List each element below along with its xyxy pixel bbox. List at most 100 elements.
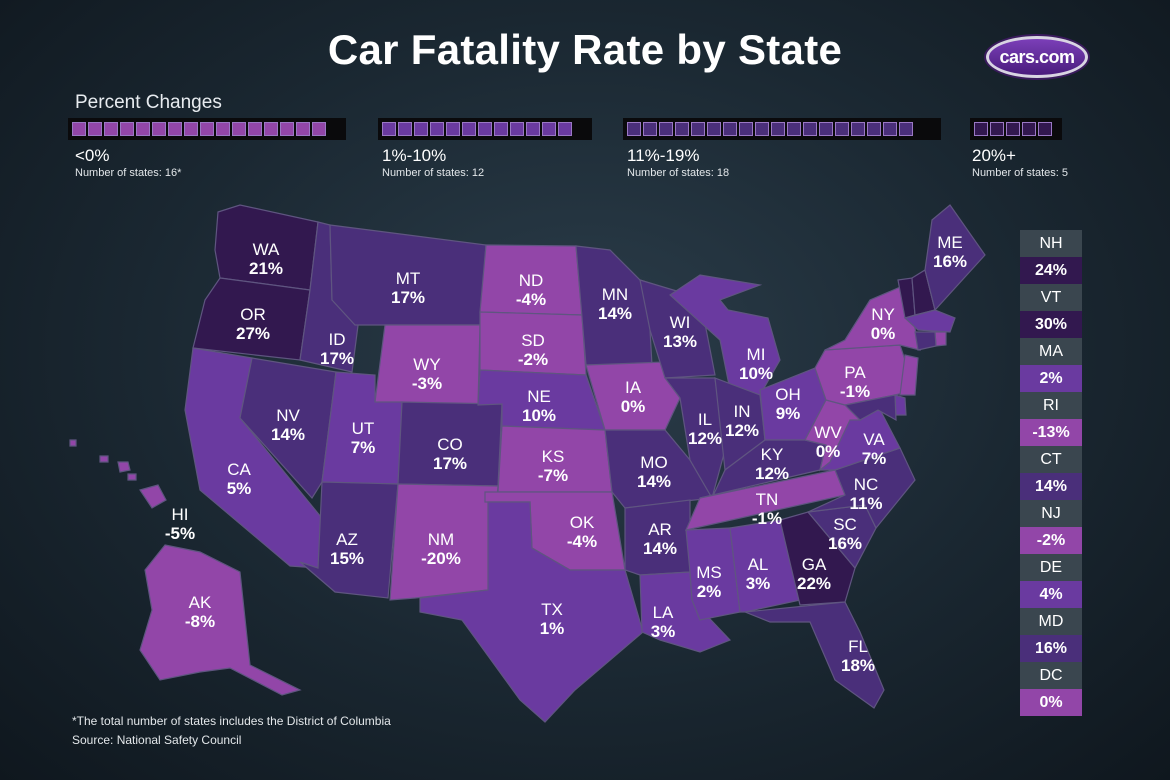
state-value-co: 17% bbox=[433, 454, 467, 473]
legend-square bbox=[104, 122, 118, 136]
side-value-ri: -13% bbox=[1020, 419, 1082, 446]
legend-count-low: Number of states: 12 bbox=[382, 167, 485, 179]
state-label-mo: MO bbox=[640, 453, 667, 472]
state-label-mn: MN bbox=[602, 285, 628, 304]
legend-square bbox=[707, 122, 721, 136]
state-value-ut: 7% bbox=[351, 438, 376, 457]
state-label-il: IL bbox=[698, 410, 712, 429]
side-value-dc: 0% bbox=[1020, 689, 1082, 716]
side-state-de: DE bbox=[1020, 554, 1082, 581]
state-label-fl: FL bbox=[848, 637, 868, 656]
legend-square bbox=[627, 122, 641, 136]
state-hi-islet-4 bbox=[69, 439, 77, 447]
state-value-oh: 9% bbox=[776, 404, 801, 423]
legend-square bbox=[462, 122, 476, 136]
state-mi[interactable] bbox=[669, 274, 781, 396]
side-value-de: 4% bbox=[1020, 581, 1082, 608]
state-value-il: 12% bbox=[688, 429, 722, 448]
state-al[interactable] bbox=[729, 519, 801, 613]
state-ma[interactable] bbox=[903, 309, 956, 333]
legend-square bbox=[120, 122, 134, 136]
state-ia[interactable] bbox=[585, 361, 681, 431]
legend-square bbox=[312, 122, 326, 136]
state-ri[interactable] bbox=[934, 331, 947, 347]
state-label-co: CO bbox=[437, 435, 463, 454]
state-label-sd: SD bbox=[521, 331, 545, 350]
state-value-sd: -2% bbox=[518, 350, 548, 369]
legend-square bbox=[739, 122, 753, 136]
state-nv[interactable] bbox=[239, 357, 337, 499]
side-state-nh: NH bbox=[1020, 230, 1082, 257]
state-label-tx: TX bbox=[541, 600, 563, 619]
state-tx[interactable] bbox=[419, 501, 644, 723]
legend-square bbox=[136, 122, 150, 136]
state-value-ok: -4% bbox=[567, 532, 597, 551]
legend-square bbox=[723, 122, 737, 136]
cars-com-logo[interactable]: cars.com bbox=[986, 36, 1088, 78]
state-value-ky: 12% bbox=[755, 464, 789, 483]
legend-bar-negative bbox=[68, 118, 346, 140]
legend-bar-mid bbox=[623, 118, 941, 140]
state-ga[interactable] bbox=[779, 511, 856, 606]
legend-heading: Percent Changes bbox=[75, 92, 222, 113]
legend-square bbox=[72, 122, 86, 136]
state-value-nc: 11% bbox=[849, 494, 882, 513]
state-nc[interactable] bbox=[807, 447, 916, 530]
legend-square bbox=[216, 122, 230, 136]
legend-square bbox=[803, 122, 817, 136]
state-value-al: 3% bbox=[746, 574, 771, 593]
legend-square bbox=[867, 122, 881, 136]
state-value-nv: 14% bbox=[271, 425, 305, 444]
legend-square bbox=[558, 122, 572, 136]
state-value-va: 7% bbox=[862, 449, 887, 468]
state-label-in: IN bbox=[734, 402, 751, 421]
side-state-vt: VT bbox=[1020, 284, 1082, 311]
state-hi[interactable] bbox=[139, 484, 167, 509]
state-value-ar: 14% bbox=[643, 539, 677, 558]
state-md[interactable] bbox=[843, 394, 897, 422]
state-ct[interactable] bbox=[914, 331, 937, 351]
legend-count-high: Number of states: 5 bbox=[972, 167, 1068, 179]
state-value-la: 3% bbox=[651, 622, 676, 641]
legend-label-low: 1%-10% bbox=[382, 146, 447, 165]
state-fl[interactable] bbox=[744, 601, 885, 709]
state-label-ks: KS bbox=[542, 447, 565, 466]
legend-square bbox=[280, 122, 294, 136]
legend-square bbox=[755, 122, 769, 136]
state-value-pa: -1% bbox=[840, 382, 870, 401]
state-value-ca: 5% bbox=[227, 479, 252, 498]
side-value-nh: 24% bbox=[1020, 257, 1082, 284]
state-hi-islet-1 bbox=[117, 461, 131, 473]
state-value-ga: 22% bbox=[797, 574, 831, 593]
state-or[interactable] bbox=[192, 277, 311, 361]
state-value-ny: 0% bbox=[871, 324, 896, 343]
state-label-wy: WY bbox=[413, 355, 440, 374]
legend-square bbox=[643, 122, 657, 136]
legend-count-negative: Number of states: 16* bbox=[75, 167, 182, 179]
state-value-wi: 13% bbox=[663, 332, 697, 351]
state-value-in: 12% bbox=[725, 421, 759, 440]
legend-square bbox=[899, 122, 913, 136]
side-state-ma: MA bbox=[1020, 338, 1082, 365]
state-label-pa: PA bbox=[844, 363, 866, 382]
state-label-ok: OK bbox=[570, 513, 595, 532]
state-value-wv: 0% bbox=[816, 442, 841, 461]
state-label-sc: SC bbox=[833, 515, 857, 534]
state-value-nm: -20% bbox=[421, 549, 461, 568]
legend-square bbox=[990, 122, 1004, 136]
side-state-dc: DC bbox=[1020, 662, 1082, 689]
state-value-tx: 1% bbox=[540, 619, 565, 638]
state-value-or: 27% bbox=[236, 324, 270, 343]
state-label-ia: IA bbox=[625, 378, 642, 397]
state-label-al: AL bbox=[748, 555, 769, 574]
state-de[interactable] bbox=[894, 394, 907, 416]
legend-square bbox=[232, 122, 246, 136]
state-ak[interactable] bbox=[139, 544, 302, 696]
side-state-md: MD bbox=[1020, 608, 1082, 635]
legend-square bbox=[398, 122, 412, 136]
state-label-id: ID bbox=[329, 330, 346, 349]
state-nj[interactable] bbox=[899, 354, 919, 396]
legend-bar-high bbox=[970, 118, 1062, 140]
state-value-mi: 10% bbox=[739, 364, 773, 383]
state-me[interactable] bbox=[924, 204, 986, 312]
